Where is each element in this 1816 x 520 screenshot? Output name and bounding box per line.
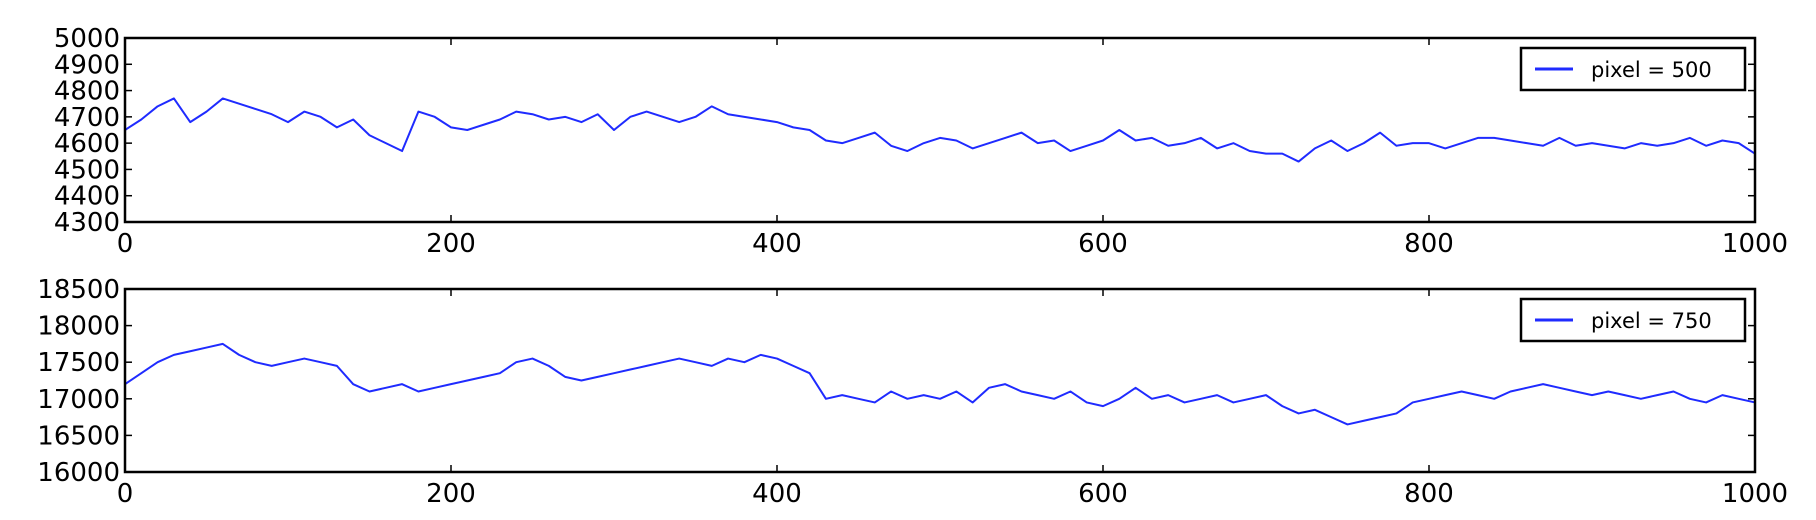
plot-frame (123, 36, 1757, 224)
y-tick-label: 4400 (54, 182, 120, 212)
y-tick-label: 4600 (54, 129, 120, 159)
x-tick-label: 0 (117, 229, 134, 259)
legend-label: pixel = 500 (1591, 58, 1712, 82)
x-tick-label: 200 (426, 229, 476, 259)
y-tick-label: 4300 (54, 208, 120, 238)
x-tick-label: 1000 (1722, 229, 1788, 259)
x-tick-label: 0 (117, 479, 134, 509)
y-tick-label: 4800 (54, 77, 120, 107)
series-line (124, 342, 1756, 426)
bottom-chart: 0 200 400 600 800 1000 16000 16500 17000 17500 180… (37, 275, 1788, 509)
x-tick-label: 600 (1078, 229, 1128, 259)
top-chart: 0 200 400 600 800 1000 43004400450046004700480… (54, 24, 1788, 259)
y-tick-label: 16500 (37, 421, 120, 451)
y-tick-label: 4900 (54, 50, 120, 80)
x-tick-label: 800 (1404, 479, 1454, 509)
legend-label: pixel = 750 (1591, 309, 1712, 333)
y-tick-label: 4700 (54, 103, 120, 133)
x-tick-label: 200 (426, 479, 476, 509)
plot-frame (123, 287, 1757, 474)
y-tick-label: 16000 (37, 458, 120, 488)
series-line (124, 97, 1756, 163)
y-tick-label: 18500 (37, 275, 120, 305)
legend: pixel = 500 (1519, 46, 1747, 92)
legend: pixel = 750 (1519, 297, 1747, 343)
y-tick-label: 4500 (54, 155, 120, 185)
y-tick-label: 17000 (37, 385, 120, 415)
x-tick-label: 800 (1404, 229, 1454, 259)
x-tick-label: 1000 (1722, 479, 1788, 509)
y-tick-label: 17500 (37, 348, 120, 378)
y-tick-label: 5000 (54, 24, 120, 54)
y-tick-label: 18000 (37, 312, 120, 342)
x-tick-label: 400 (752, 479, 802, 509)
x-tick-label: 600 (1078, 479, 1128, 509)
x-tick-label: 400 (752, 229, 802, 259)
